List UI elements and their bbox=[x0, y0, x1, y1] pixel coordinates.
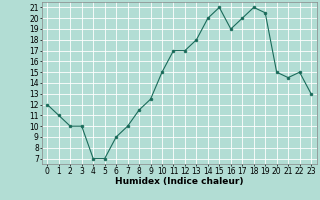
X-axis label: Humidex (Indice chaleur): Humidex (Indice chaleur) bbox=[115, 177, 244, 186]
